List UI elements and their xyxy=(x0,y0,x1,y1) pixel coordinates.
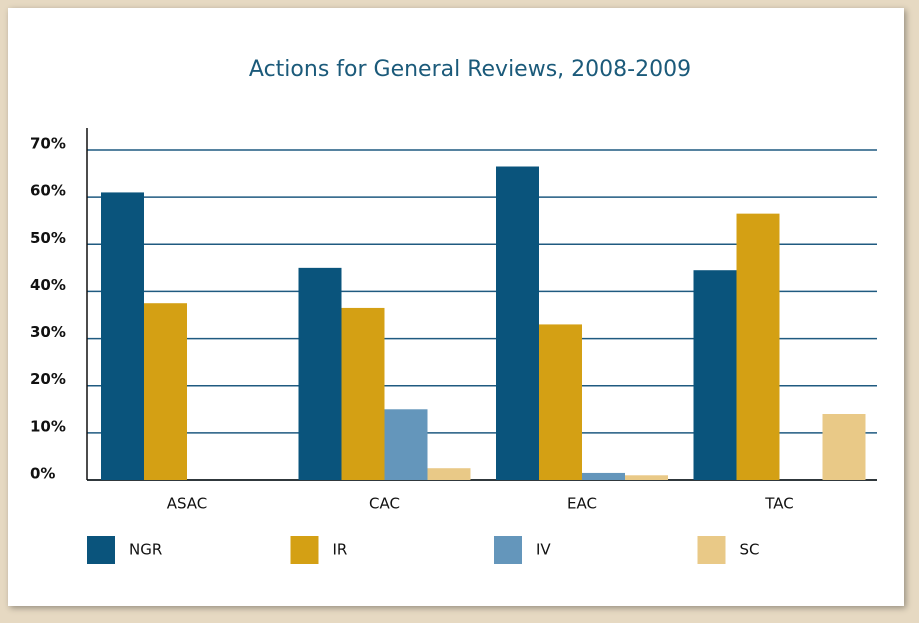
y-tick-label: 20% xyxy=(30,370,66,388)
x-tick-label: CAC xyxy=(369,495,400,513)
bar xyxy=(582,472,625,480)
legend-swatch xyxy=(87,536,115,564)
legend-swatch xyxy=(494,536,522,564)
bar xyxy=(384,409,428,480)
y-tick-label: 40% xyxy=(30,276,66,294)
y-tick-label: 0% xyxy=(30,465,55,483)
legend-swatch xyxy=(290,536,319,564)
chart-title: Actions for General Reviews, 2008-2009 xyxy=(249,57,691,82)
legend-swatch xyxy=(697,536,726,564)
y-tick-label: 30% xyxy=(30,323,66,341)
bar xyxy=(341,307,385,480)
bar xyxy=(496,166,539,480)
bar xyxy=(298,267,342,480)
y-tick-label: 70% xyxy=(30,135,66,153)
legend-label: IR xyxy=(333,541,348,559)
x-tick-label: TAC xyxy=(764,495,793,513)
bar xyxy=(539,324,582,480)
y-tick-label: 50% xyxy=(30,229,66,247)
bar xyxy=(144,303,187,480)
bar xyxy=(736,213,780,480)
legend-label: NGR xyxy=(129,541,162,559)
bar xyxy=(693,270,737,480)
x-tick-label: EAC xyxy=(567,495,597,513)
x-tick-label: ASAC xyxy=(167,495,208,513)
bar xyxy=(625,475,668,480)
y-tick-label: 10% xyxy=(30,417,66,435)
y-tick-label: 60% xyxy=(30,182,66,200)
bar xyxy=(101,192,144,480)
bar xyxy=(427,468,471,480)
bar xyxy=(822,414,866,480)
legend-label: IV xyxy=(536,541,551,559)
legend-label: SC xyxy=(740,541,760,559)
